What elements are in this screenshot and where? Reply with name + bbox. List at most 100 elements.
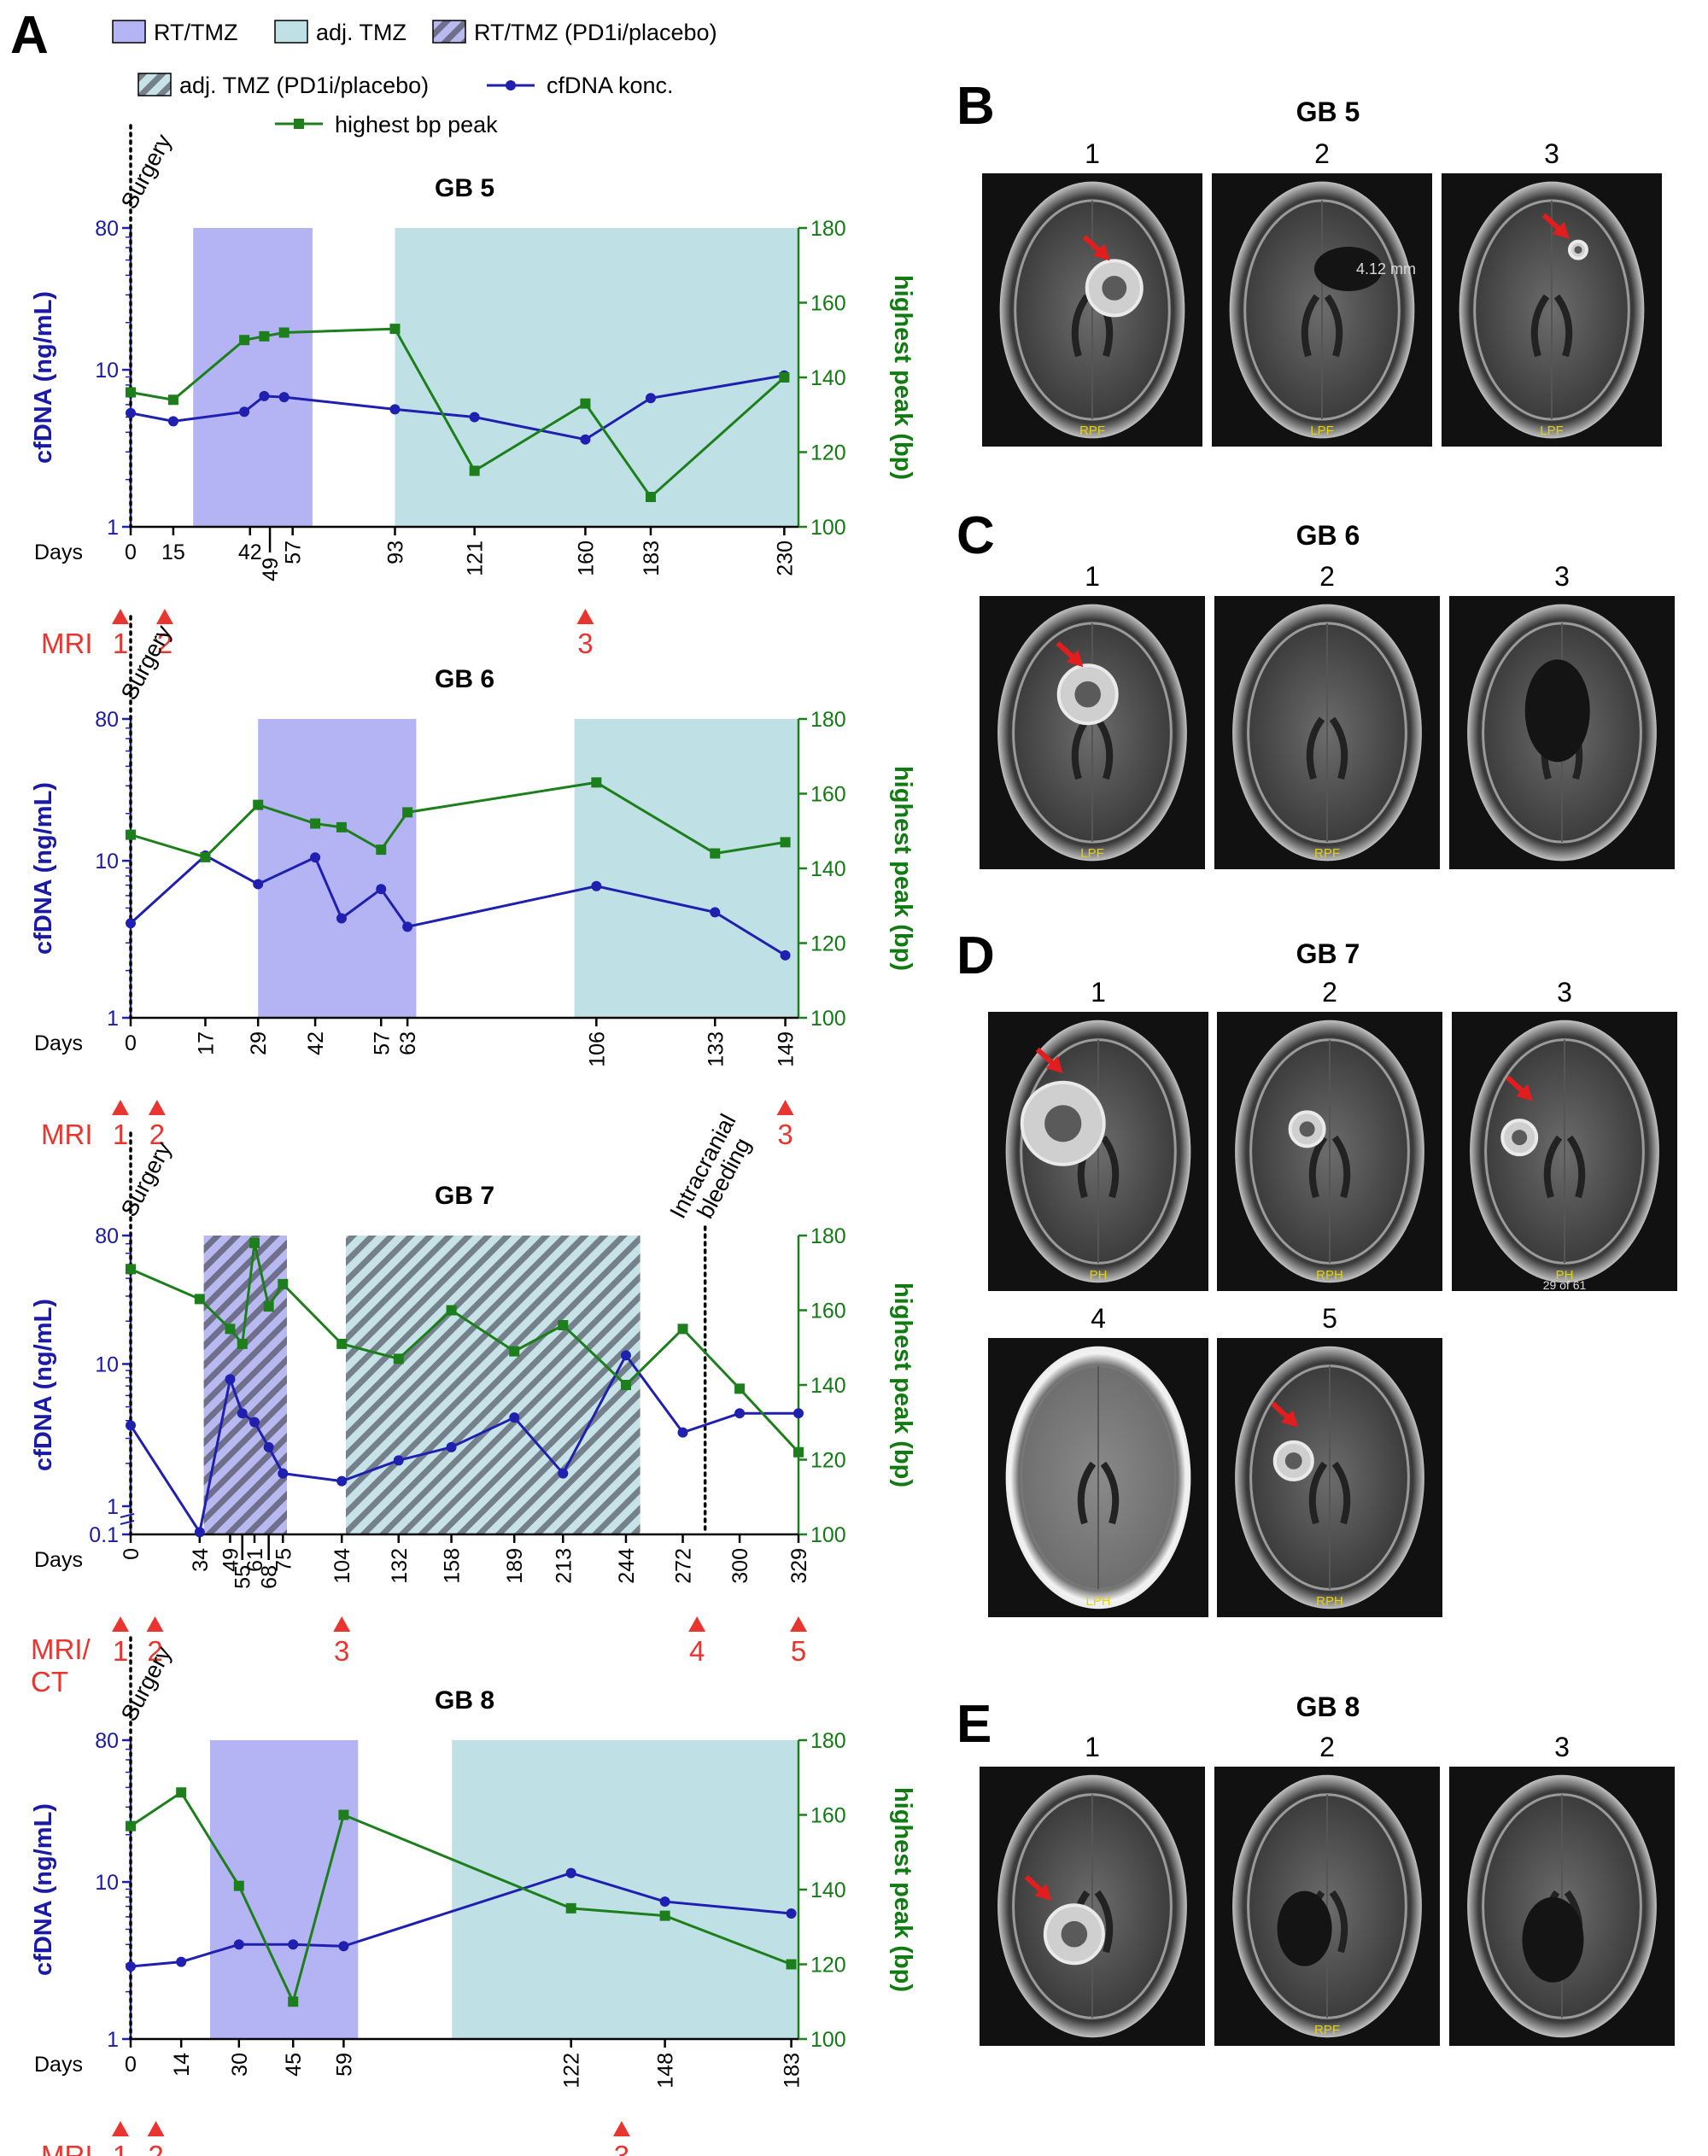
x-tick-label: 17 [194, 1031, 218, 1055]
x-tick-label: 106 [585, 1031, 609, 1067]
y-left-tick-label: 0.1 [89, 1523, 119, 1547]
scan-d-4: LPH [988, 1338, 1208, 1617]
cfdna-point [288, 1939, 299, 1950]
bp-peak-point [659, 1910, 670, 1921]
scan-ventricles [1306, 716, 1348, 780]
scan-e-1 [980, 1767, 1205, 2046]
cfdna-point [194, 1527, 205, 1538]
mri-number: 4 [689, 1635, 705, 1667]
y-right-tick-label: 180 [810, 217, 846, 241]
y-right-tick-label: 140 [810, 1374, 846, 1398]
panel-image-number: 2 [1322, 977, 1337, 1008]
mri-marker [688, 1616, 706, 1632]
y-left-label: cfDNA (ng/mL) [30, 1803, 57, 1976]
cfdna-point [237, 1408, 248, 1419]
scan-orientation-tag: RPH [1316, 1594, 1343, 1609]
cfdna-point [558, 1468, 569, 1479]
mri-marker [333, 1616, 351, 1632]
cfdna-point [338, 1941, 349, 1952]
chart-title: GB 5 [435, 174, 494, 202]
cfdna-point [239, 406, 250, 418]
scan-e-2: RPF [1214, 1767, 1440, 2046]
x-tick-label: 0 [120, 1548, 143, 1560]
mri-ct-label-2: CT [31, 1666, 68, 1697]
x-tick-label: 42 [238, 540, 262, 564]
scan-ventricles [1308, 1135, 1351, 1199]
mri-marker [147, 2121, 165, 2136]
scan-lesion-core [1102, 276, 1127, 301]
mri-marker [776, 1100, 794, 1115]
legend-label-adj-tmz: adj. TMZ [316, 20, 407, 45]
x-tick-label: 57 [282, 540, 306, 564]
series-line-cfdna [129, 854, 787, 957]
x-tick-label: 160 [574, 540, 598, 576]
scan-d-5: RPH [1217, 1338, 1442, 1617]
mri-number: 3 [334, 1635, 349, 1667]
scan-cavity [1522, 1896, 1584, 1983]
mri-marker [112, 2121, 129, 2136]
surgery-label: Surgery [116, 130, 177, 213]
legend-swatch-rt-tmz-pd1 [432, 20, 466, 44]
bp-peak-point [278, 327, 290, 338]
bp-peak-point [393, 1353, 404, 1364]
scan-orientation-tag: PH [1090, 1268, 1108, 1282]
bp-peak-point [126, 1264, 136, 1275]
x-tick-label: 0 [125, 540, 137, 564]
mri-number: 2 [157, 628, 173, 659]
scan-orientation-tag: RPH [1316, 1268, 1343, 1282]
bp-peak-point [336, 821, 347, 833]
series-line-cfdna [129, 1353, 798, 1536]
bp-peak-point [237, 1338, 248, 1349]
treatment-band [193, 228, 313, 527]
cfdna-point [259, 390, 270, 401]
x-tick-label: 189 [503, 1548, 527, 1584]
y-right-label: highest peak (bp) [889, 766, 916, 971]
cfdna-point [402, 921, 413, 932]
legend-label-cfdna: cfDNA konc. [547, 73, 674, 98]
cfdna-point [126, 918, 136, 929]
mri-label: MRI [41, 2140, 93, 2156]
bp-peak-point [167, 394, 178, 406]
series-line-bp-peak [130, 327, 786, 500]
y-left-tick-label: 80 [95, 708, 119, 732]
scan-ventricles [1077, 1461, 1120, 1525]
bp-peak-point [376, 844, 387, 856]
x-tick-label: 34 [189, 1548, 213, 1572]
panel-letter-c: C [956, 506, 995, 565]
cfdna-point [126, 407, 136, 418]
scan-slice-label: 29 of 61 [1543, 1278, 1587, 1292]
panel-image-number: 1 [1085, 1732, 1100, 1762]
bp-peak-point [710, 848, 721, 859]
mri-marker [790, 1616, 807, 1632]
scan-ventricles [1543, 1135, 1586, 1199]
scan-cavity [1524, 659, 1590, 762]
x-tick-label: 149 [775, 1031, 798, 1067]
legend-marker-cfdna [506, 80, 516, 91]
bp-peak-point [200, 851, 211, 862]
mri-ct-label: MRI/ [31, 1633, 91, 1665]
cfdna-point [278, 392, 290, 403]
bp-peak-point [402, 807, 413, 818]
panel-image-number: 1 [1091, 977, 1106, 1008]
cfdna-point [389, 404, 401, 415]
cfdna-point [263, 1441, 274, 1452]
scan-arrowhead [1552, 221, 1570, 239]
x-tick-label: 57 [370, 1031, 394, 1055]
mri-marker [576, 609, 594, 624]
x-tick-label: 121 [464, 540, 488, 576]
bp-peak-point [225, 1323, 236, 1335]
scan-orientation-tag: LPF [1080, 846, 1104, 861]
bp-peak-point [126, 829, 136, 840]
bp-peak-point [126, 387, 136, 398]
bp-peak-point [310, 818, 321, 829]
series-line-cfdna [130, 1872, 792, 1968]
bp-peak-point [194, 1294, 205, 1305]
scan-d-2: RPH [1217, 1012, 1442, 1291]
axis-break-mark [120, 1513, 135, 1518]
chart-title: GB 6 [435, 665, 494, 693]
panel-image-number: 5 [1322, 1303, 1337, 1334]
panel-letter-b: B [956, 77, 995, 136]
